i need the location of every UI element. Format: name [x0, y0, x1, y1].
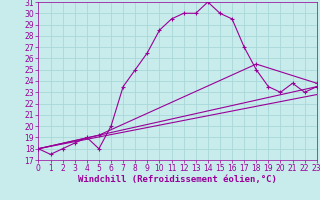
- X-axis label: Windchill (Refroidissement éolien,°C): Windchill (Refroidissement éolien,°C): [78, 175, 277, 184]
